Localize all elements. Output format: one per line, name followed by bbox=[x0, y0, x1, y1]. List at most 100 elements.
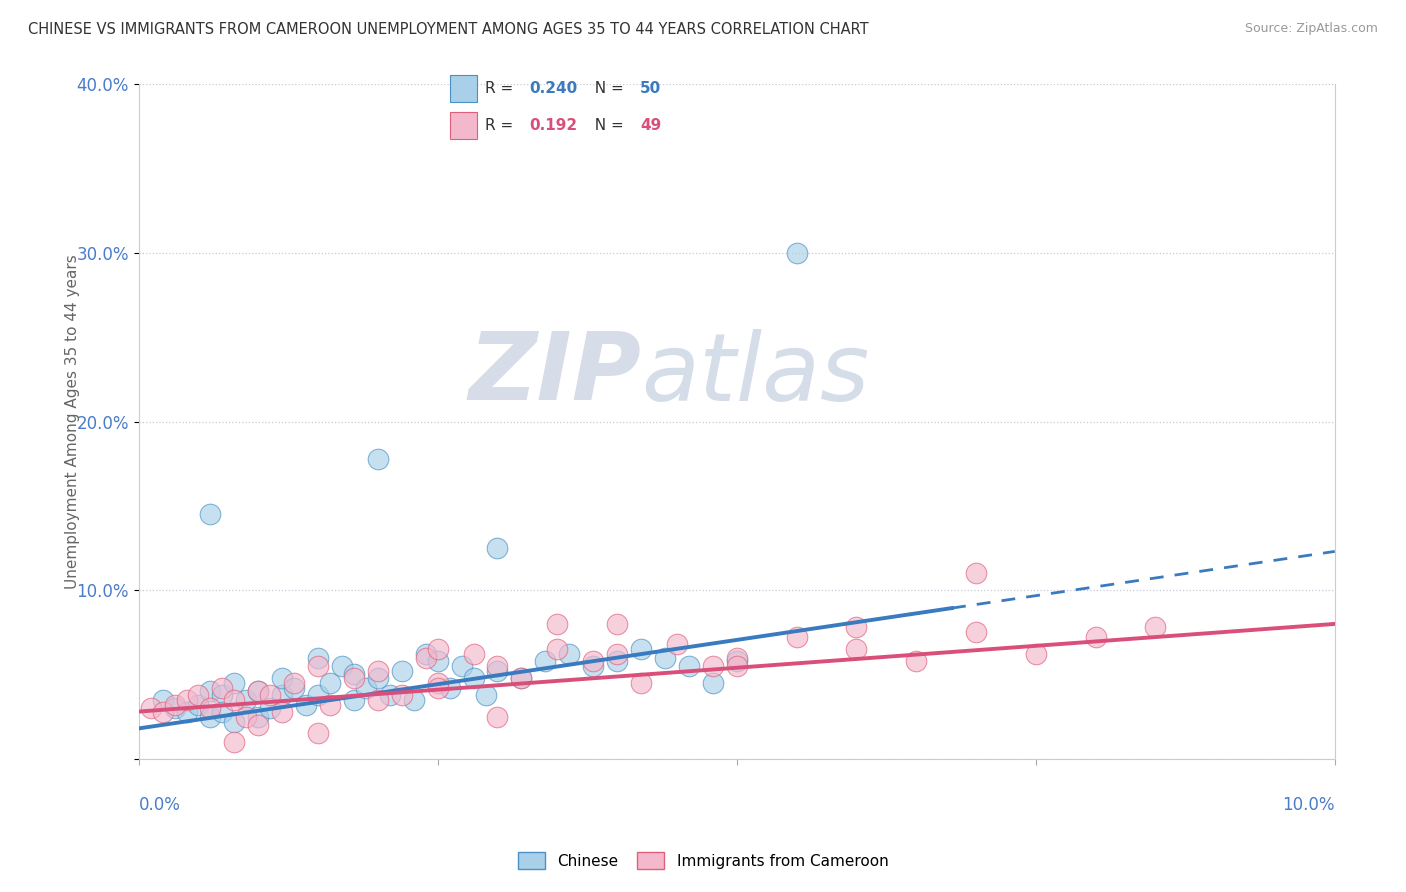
Point bbox=[163, 701, 186, 715]
Point bbox=[200, 709, 222, 723]
Point bbox=[163, 698, 186, 712]
Point bbox=[152, 705, 174, 719]
Point bbox=[247, 684, 270, 698]
Point bbox=[426, 681, 449, 695]
Point bbox=[702, 676, 724, 690]
Point bbox=[725, 650, 748, 665]
Text: atlas: atlas bbox=[641, 329, 869, 420]
Point bbox=[606, 654, 628, 668]
Point bbox=[367, 693, 389, 707]
Point bbox=[295, 698, 318, 712]
Point bbox=[224, 714, 246, 729]
Point bbox=[176, 693, 198, 707]
Point bbox=[224, 693, 246, 707]
Point bbox=[546, 616, 568, 631]
Text: 10.0%: 10.0% bbox=[1282, 796, 1334, 814]
Point bbox=[139, 701, 162, 715]
Bar bbox=[450, 112, 477, 139]
Point bbox=[187, 688, 209, 702]
Point bbox=[486, 709, 509, 723]
Point bbox=[725, 654, 748, 668]
Point bbox=[546, 642, 568, 657]
Point bbox=[224, 735, 246, 749]
Point bbox=[211, 681, 233, 695]
Text: 0.240: 0.240 bbox=[529, 81, 578, 96]
Text: CHINESE VS IMMIGRANTS FROM CAMEROON UNEMPLOYMENT AMONG AGES 35 TO 44 YEARS CORRE: CHINESE VS IMMIGRANTS FROM CAMEROON UNEM… bbox=[28, 22, 869, 37]
Point bbox=[307, 688, 329, 702]
Point bbox=[200, 684, 222, 698]
Text: 0.192: 0.192 bbox=[529, 118, 578, 133]
Point bbox=[176, 705, 198, 719]
Point bbox=[786, 631, 808, 645]
Text: Unemployment Among Ages 35 to 44 years: Unemployment Among Ages 35 to 44 years bbox=[66, 254, 80, 589]
Point bbox=[725, 659, 748, 673]
Point bbox=[426, 654, 449, 668]
Point bbox=[211, 688, 233, 702]
Point bbox=[211, 705, 233, 719]
Point bbox=[271, 688, 294, 702]
Point bbox=[343, 693, 366, 707]
Text: N =: N = bbox=[585, 118, 628, 133]
Point bbox=[1025, 647, 1047, 661]
Point bbox=[247, 684, 270, 698]
Point bbox=[486, 664, 509, 678]
Point bbox=[486, 659, 509, 673]
Point bbox=[343, 671, 366, 685]
Point bbox=[307, 650, 329, 665]
Text: 49: 49 bbox=[640, 118, 662, 133]
Point bbox=[271, 705, 294, 719]
Point bbox=[200, 508, 222, 522]
Point bbox=[463, 671, 485, 685]
Point bbox=[426, 642, 449, 657]
Point bbox=[630, 642, 652, 657]
Point bbox=[845, 642, 868, 657]
Point bbox=[665, 637, 688, 651]
Text: N =: N = bbox=[585, 81, 628, 96]
Point bbox=[152, 693, 174, 707]
Text: 0.0%: 0.0% bbox=[139, 796, 180, 814]
Point bbox=[426, 676, 449, 690]
Bar bbox=[450, 75, 477, 103]
Point bbox=[510, 671, 533, 685]
Point bbox=[391, 664, 413, 678]
Point bbox=[367, 664, 389, 678]
Point bbox=[235, 693, 257, 707]
Point bbox=[259, 688, 281, 702]
Point bbox=[582, 654, 605, 668]
Point bbox=[1084, 631, 1107, 645]
Point bbox=[606, 647, 628, 661]
Point bbox=[378, 688, 401, 702]
Point bbox=[845, 620, 868, 634]
Point bbox=[343, 667, 366, 681]
Point bbox=[965, 625, 987, 640]
Point bbox=[235, 709, 257, 723]
Point bbox=[1144, 620, 1167, 634]
Text: R =: R = bbox=[485, 118, 523, 133]
Point bbox=[534, 654, 557, 668]
Point bbox=[606, 616, 628, 631]
Point bbox=[582, 659, 605, 673]
Point bbox=[187, 698, 209, 712]
Point bbox=[402, 693, 425, 707]
Point bbox=[702, 659, 724, 673]
Point bbox=[283, 676, 305, 690]
Point bbox=[654, 650, 676, 665]
Text: R =: R = bbox=[485, 81, 519, 96]
Point bbox=[905, 654, 928, 668]
Text: ZIP: ZIP bbox=[468, 328, 641, 420]
Point bbox=[319, 698, 342, 712]
Point bbox=[259, 701, 281, 715]
Point bbox=[558, 647, 581, 661]
Point bbox=[307, 726, 329, 740]
Point bbox=[510, 671, 533, 685]
Point bbox=[307, 659, 329, 673]
Point bbox=[786, 246, 808, 260]
Point bbox=[330, 659, 353, 673]
Legend: Chinese, Immigrants from Cameroon: Chinese, Immigrants from Cameroon bbox=[512, 846, 894, 875]
Point bbox=[439, 681, 461, 695]
Point bbox=[965, 566, 987, 581]
Point bbox=[678, 659, 700, 673]
Point bbox=[415, 650, 437, 665]
Point bbox=[474, 688, 496, 702]
Point bbox=[391, 688, 413, 702]
